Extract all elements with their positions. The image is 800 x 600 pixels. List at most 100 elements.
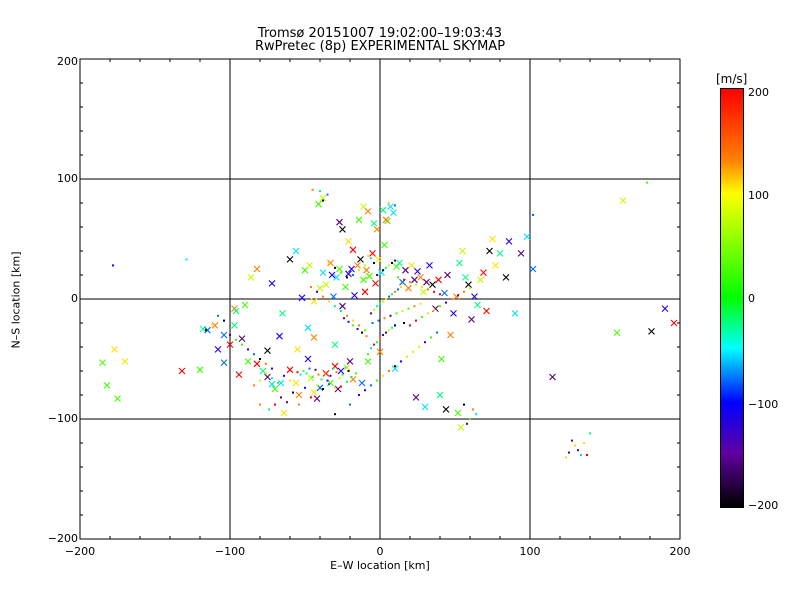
data-point-dot — [265, 362, 267, 365]
data-point-dot — [388, 295, 390, 298]
data-point-cross — [304, 355, 312, 363]
data-point-dot — [388, 370, 390, 372]
data-point-dot — [586, 454, 588, 456]
data-point-cross — [114, 395, 121, 402]
data-point-cross — [327, 259, 334, 267]
data-point-cross — [502, 274, 510, 281]
data-point-dot — [338, 377, 341, 380]
data-point-dot — [347, 320, 350, 323]
data-point-dot — [347, 370, 350, 372]
data-point-dot — [388, 264, 390, 267]
data-point-cross — [486, 247, 493, 255]
data-point-dot — [271, 367, 273, 370]
data-point-cross — [496, 250, 504, 257]
data-point-dot — [391, 293, 393, 296]
data-point-cross — [220, 359, 228, 366]
data-point-dot — [367, 254, 369, 257]
data-point-cross — [370, 220, 378, 227]
data-point-cross — [339, 302, 346, 310]
velocity-colorbar — [720, 88, 744, 508]
data-point-dot — [400, 286, 402, 288]
data-point-dot — [340, 271, 342, 274]
data-point-cross — [226, 341, 234, 348]
data-point-cross — [337, 367, 345, 375]
data-point-cross — [379, 206, 387, 214]
y-tick-label: 100 — [57, 172, 78, 185]
data-point-cross — [483, 307, 490, 315]
data-point-cross — [345, 238, 352, 245]
data-point-dot — [286, 401, 288, 404]
data-point-cross — [474, 301, 481, 309]
data-point-dot — [235, 338, 237, 341]
data-point-dot — [274, 403, 276, 406]
data-point-dot — [308, 367, 311, 370]
data-point-dot — [385, 298, 387, 300]
data-point-cross — [319, 269, 327, 276]
data-point-dot — [346, 314, 348, 317]
data-point-dot — [379, 302, 381, 305]
data-point-cross — [271, 385, 279, 393]
data-point-cross — [372, 280, 379, 287]
data-point-cross — [310, 334, 318, 341]
data-point-dot — [328, 383, 330, 386]
data-point-cross — [238, 335, 246, 342]
x-tick-label: 0 — [376, 545, 384, 558]
data-point-cross — [447, 331, 454, 339]
data-point-dot — [436, 331, 438, 334]
data-point-cross — [648, 328, 655, 335]
data-point-dot — [349, 403, 351, 406]
data-point-cross — [121, 358, 129, 365]
data-point-cross — [414, 268, 421, 275]
data-point-cross — [361, 288, 369, 296]
data-point-dot — [394, 259, 396, 262]
data-point-dot — [439, 305, 441, 308]
data-point-cross — [279, 310, 286, 317]
data-point-cross — [339, 226, 346, 233]
data-point-cross — [103, 382, 111, 389]
data-point-dot — [241, 343, 243, 346]
data-point-cross — [253, 360, 261, 368]
grid-lines — [80, 59, 680, 539]
data-point-dot — [323, 372, 326, 375]
data-point-dot — [289, 379, 291, 382]
data-point-dot — [344, 366, 347, 369]
data-point-cross — [342, 283, 349, 291]
data-point-dot — [406, 355, 408, 358]
data-point-dot — [409, 281, 411, 284]
data-point-cross — [421, 403, 429, 411]
data-point-dot — [382, 374, 384, 377]
data-point-cross — [331, 341, 339, 348]
data-point-cross — [357, 256, 364, 263]
data-point-dot — [280, 396, 282, 399]
data-point-cross — [264, 347, 271, 354]
data-point-cross — [292, 379, 300, 387]
data-point-cross — [391, 365, 399, 372]
data-point-dot — [568, 451, 570, 454]
data-point-dot — [326, 379, 329, 382]
data-point-cross — [435, 276, 442, 284]
colorbar-unit: [m/s] — [716, 72, 748, 86]
data-point-cross — [304, 324, 312, 332]
data-point-dot — [394, 365, 396, 368]
data-point-cross — [423, 278, 430, 286]
data-point-dot — [400, 360, 402, 363]
data-point-dot — [311, 188, 314, 191]
data-point-dot — [358, 269, 360, 272]
data-point-dot — [407, 307, 410, 310]
data-point-dot — [229, 334, 231, 336]
y-tick-label: −100 — [47, 412, 78, 425]
data-point-dot — [329, 374, 332, 377]
data-point-cross — [670, 319, 678, 327]
data-point-cross — [355, 216, 363, 224]
data-point-cross — [505, 238, 513, 245]
data-point-cross — [316, 284, 324, 292]
data-point-dot — [253, 353, 255, 356]
data-point-cross — [322, 281, 330, 288]
data-point-cross — [396, 259, 403, 267]
data-point-cross — [441, 289, 448, 297]
data-point-cross — [111, 346, 118, 353]
chart-subtitle: RwPretec (8p) EXPERIMENTAL SKYMAP — [254, 39, 506, 54]
data-point-dot — [589, 432, 591, 435]
data-point-dot — [367, 353, 369, 356]
